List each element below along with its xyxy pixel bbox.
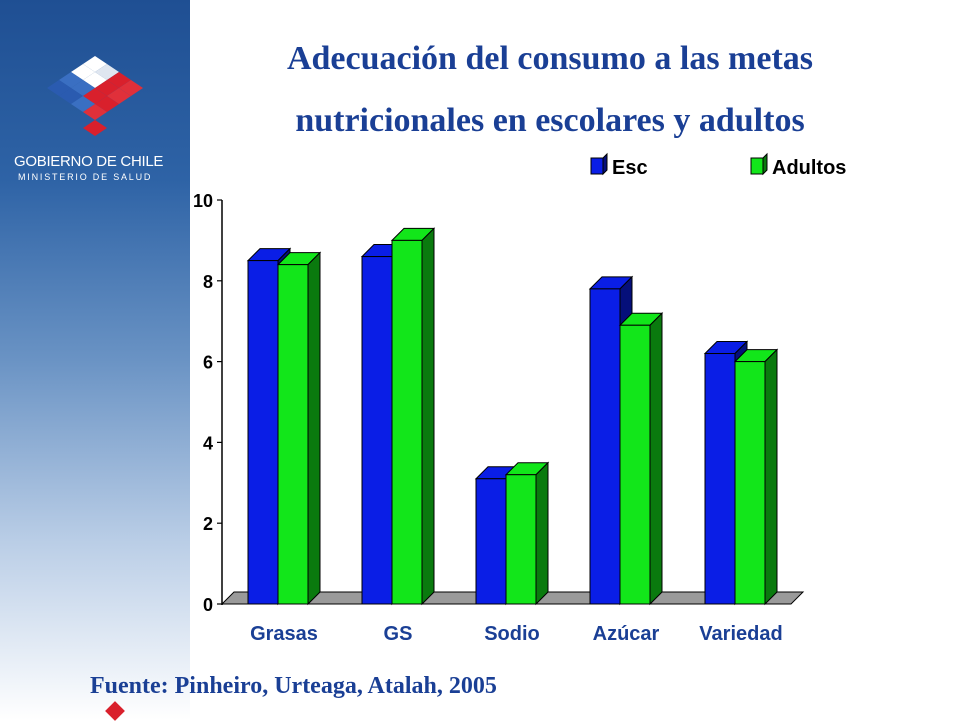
- bar-front: [704, 353, 736, 605]
- legend-swatch-esc: [590, 157, 604, 175]
- title-line-1: Adecuación del consumo a las metas: [286, 40, 814, 77]
- title-line-2: nutricionales en escolares y adultos: [295, 102, 805, 139]
- legend-swatch-side: [762, 152, 768, 176]
- org-subtitle: MINISTERIO DE SALUD: [18, 172, 153, 182]
- bar-front: [589, 288, 621, 605]
- y-tick-label: 0: [203, 595, 213, 615]
- bar-front: [361, 256, 393, 605]
- bar-front: [247, 260, 279, 605]
- legend-label-adultos: Adultos: [772, 157, 846, 179]
- bar-front: [619, 324, 651, 605]
- bar-front: [505, 474, 537, 605]
- bar-adultos-3: [618, 312, 664, 606]
- bar-adultos-1: [390, 227, 436, 606]
- y-tick-label: 2: [203, 514, 213, 534]
- bar-front: [475, 478, 507, 605]
- source-citation: Fuente: Pinheiro, Urteaga, Atalah, 2005: [90, 673, 497, 699]
- x-category-label: Sodio: [484, 623, 540, 645]
- bar-front: [277, 264, 309, 605]
- y-tick-label: 10: [193, 191, 213, 211]
- sidebar-gradient: GOBIERNO DE CHILE MINISTERIO DE SALUD: [0, 0, 190, 720]
- x-category-label: Azúcar: [593, 623, 660, 645]
- bar-adultos-2: [504, 461, 550, 606]
- bar-side: [649, 312, 663, 606]
- government-logo-icon: [47, 56, 143, 136]
- org-name: GOBIERNO DE CHILE: [14, 153, 164, 170]
- bar-adultos-4: [733, 348, 779, 606]
- bar-adultos-0: [276, 251, 322, 606]
- y-tick-label: 4: [203, 433, 213, 453]
- x-category-label: GS: [384, 623, 413, 645]
- bar-side: [764, 348, 778, 606]
- y-tick-label: 8: [203, 272, 213, 292]
- bar-front: [391, 239, 423, 605]
- y-tick-label: 6: [203, 353, 213, 373]
- legend-swatch-side: [602, 152, 608, 176]
- bar-front: [734, 361, 766, 605]
- bar-side: [535, 461, 549, 606]
- page-title: Adecuación del consumo a las metas nutri…: [190, 28, 910, 152]
- bar-side: [307, 251, 321, 606]
- legend-label-esc: Esc: [612, 157, 648, 179]
- x-category-label: Grasas: [250, 623, 318, 645]
- legend-swatch-adultos: [750, 157, 764, 175]
- bar-side: [421, 227, 435, 606]
- x-category-label: Variedad: [699, 623, 782, 645]
